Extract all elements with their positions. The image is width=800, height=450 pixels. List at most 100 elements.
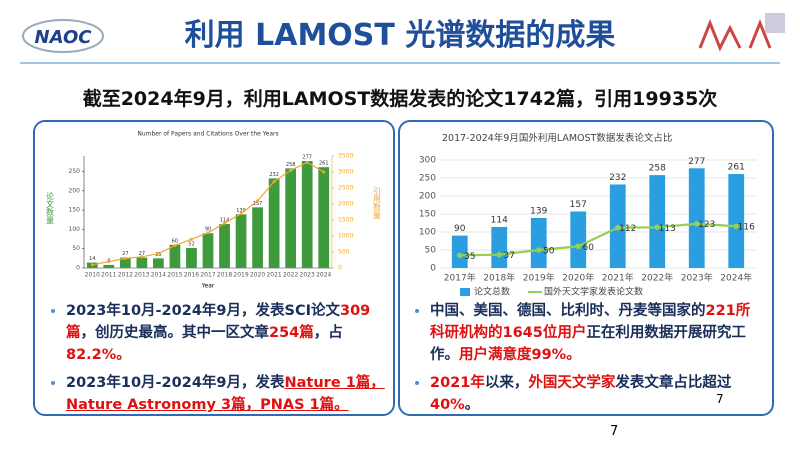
- data-label: 52: [188, 241, 194, 247]
- text-run: 309篇: [66, 303, 371, 341]
- data-label: 60: [583, 243, 595, 253]
- text-run: 以来，: [484, 375, 529, 391]
- x-tick-label: 2020年: [562, 272, 594, 284]
- bullet-list: 中国、美国、德国、比利时、丹麦等国家的221所科研机构的1645位用户正在利用数…: [412, 300, 764, 416]
- x-tick-label: 2018: [217, 272, 232, 279]
- point: [272, 180, 276, 184]
- right-text: 中国、美国、德国、比利时、丹麦等国家的221所科研机构的1645位用户正在利用数…: [412, 300, 764, 422]
- x-tick-label: 2010: [85, 272, 100, 279]
- data-label: 261: [319, 161, 329, 167]
- data-label: 123: [698, 220, 715, 230]
- y2-tick-label: 2500: [338, 185, 353, 192]
- bar: [451, 235, 468, 268]
- data-label: 112: [619, 224, 636, 234]
- legend-label: 国外天文学家发表论文数: [544, 286, 643, 298]
- data-label: 113: [659, 224, 676, 234]
- text-run: 254篇: [269, 325, 314, 341]
- bar: [186, 247, 197, 268]
- x-tick-label: 2022: [283, 272, 298, 279]
- bar: [285, 168, 297, 268]
- point: [123, 256, 127, 260]
- lamost-logo: [698, 13, 785, 52]
- bullet: 中国、美国、德国、比利时、丹麦等国家的221所科研机构的1645位用户正在利用数…: [430, 300, 764, 366]
- left-text: 2023年10月-2024年9月，发表SCI论文309篇，创历史最高。其中一区文…: [48, 300, 388, 422]
- naoc-logo: NAOC: [22, 19, 104, 53]
- point: [614, 224, 621, 231]
- point: [733, 223, 740, 230]
- legend-label: 论文总数: [474, 286, 510, 298]
- bar: [219, 223, 230, 268]
- bar: [136, 257, 148, 268]
- data-label: 27: [122, 251, 128, 257]
- y-tick-label: 200: [69, 187, 81, 194]
- page-number: 7: [610, 424, 619, 439]
- y-tick-label: 150: [419, 210, 436, 220]
- bar: [103, 264, 115, 268]
- chart: Number of Papers and Citations Over the …: [46, 131, 382, 290]
- text-run: 。: [464, 397, 480, 413]
- data-label: 157: [253, 201, 263, 207]
- text-run: Nature 1篇，Nature Astronomy 3篇，PNAS 1篇。: [66, 375, 385, 413]
- chart: 0 50 100 150 200 250 300 2017年 2018年 2019年 2020年 20…: [419, 156, 756, 298]
- point: [693, 220, 700, 227]
- y2-tick-label: 1000: [338, 233, 353, 240]
- data-label: 37: [504, 251, 515, 261]
- data-label: 90: [454, 224, 466, 234]
- point: [654, 224, 661, 231]
- legend-swatch: [460, 288, 470, 296]
- point: [107, 260, 111, 264]
- data-label: 258: [649, 164, 666, 174]
- bar: [570, 211, 587, 268]
- point: [535, 247, 542, 253]
- chart-title: 2017-2024年9月国外利用LAMOST数据发表论文占比: [442, 133, 673, 144]
- bar: [318, 167, 330, 268]
- point: [140, 255, 144, 259]
- point: [90, 263, 94, 267]
- x-tick-label: 2018年: [483, 272, 515, 284]
- point: [256, 199, 260, 203]
- data-label: 116: [738, 223, 755, 233]
- bullet: 2023年10月-2024年9月，发表SCI论文309篇，创历史最高。其中一区文…: [66, 300, 388, 366]
- y2-tick-label: 1500: [338, 217, 353, 224]
- y-tick-label: 200: [419, 192, 436, 202]
- point: [456, 252, 463, 259]
- x-tick-label: 2017: [200, 272, 215, 279]
- x-tick-label: 2022年: [641, 272, 673, 284]
- bar: [649, 175, 666, 268]
- y-tick-label: 300: [419, 156, 436, 166]
- y2-tick-label: 500: [338, 249, 350, 256]
- point: [189, 237, 193, 241]
- point: [322, 170, 326, 174]
- x-axis-label: Year: [201, 283, 215, 290]
- y-tick-label: 50: [425, 246, 437, 256]
- text-run: 2023年10月-2024年9月，发表: [66, 375, 285, 391]
- text-run: 外国天文学家: [528, 375, 616, 391]
- data-label: 277: [688, 157, 705, 167]
- right-box: [398, 120, 774, 416]
- bar: [153, 258, 164, 268]
- x-tick-label: 2012: [118, 272, 133, 279]
- bar: [169, 244, 181, 268]
- data-label: 232: [269, 172, 279, 178]
- bullet-list: 2023年10月-2024年9月，发表SCI论文309篇，创历史最高。其中一区文…: [48, 300, 388, 416]
- x-tick-label: 2019年: [523, 272, 555, 284]
- x-tick-label: 2023年: [681, 272, 713, 284]
- y-tick-label: 100: [69, 226, 81, 233]
- point: [239, 212, 243, 216]
- text-run: ，创历史最高。其中一区文章: [80, 325, 270, 341]
- x-tick-label: 2020: [250, 272, 265, 279]
- text-run: 2023年10月-2024年9月，发表SCI论文: [66, 303, 340, 319]
- data-label: 157: [570, 200, 587, 210]
- x-tick-label: 2021年: [602, 272, 634, 284]
- text-run: 82.2%。: [66, 347, 131, 363]
- x-tick-label: 2013: [134, 272, 149, 279]
- bar: [301, 161, 313, 268]
- chart-title: Number of Papers and Citations Over the …: [137, 131, 278, 138]
- data-label: 60: [172, 238, 178, 244]
- data-label: 35: [464, 252, 475, 262]
- data-label: 277: [302, 155, 312, 161]
- text-run: 用户满意度99%。: [459, 347, 581, 363]
- y-tick-label: 0: [430, 264, 436, 274]
- text-run: 40%: [430, 397, 465, 413]
- data-label: 50: [543, 247, 555, 257]
